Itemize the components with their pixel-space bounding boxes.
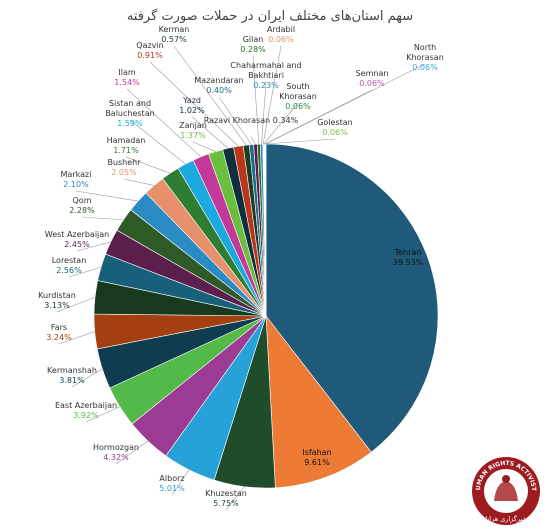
slice-label: South Khorasan <box>279 82 317 101</box>
slice-value-label: 0.06% <box>359 79 385 88</box>
slice-label: Sistan and Baluchestan <box>105 99 154 118</box>
slice-label: Kurdistan <box>38 291 76 300</box>
slice-label: West Azerbaijan <box>45 230 110 239</box>
slice-value-label: 0.06% <box>268 35 294 44</box>
leader-line <box>265 63 426 145</box>
slice-value-label: 0.40% <box>206 86 232 95</box>
leader-line <box>218 96 252 145</box>
slice-value-label: 39.53% <box>393 258 424 267</box>
slice-value-label: 3.81% <box>59 376 85 385</box>
slice-label: Hormozgan <box>93 443 139 452</box>
svg-text:خبرگزاری هرانا: خبرگزاری هرانا <box>486 515 527 523</box>
slice-label: Lorestan <box>52 256 87 265</box>
leader-line <box>58 331 95 345</box>
slice-value-label: 3.92% <box>73 411 99 420</box>
pie-slice-isfahan <box>265 315 372 489</box>
pie-slice-tehran <box>265 143 439 453</box>
slice-value-label: 9.61% <box>304 458 330 467</box>
slice-label: Semnan <box>356 69 389 78</box>
leader-line <box>262 45 282 145</box>
slice-value-label: 2.45% <box>64 240 90 249</box>
leader-line <box>71 368 103 388</box>
slice-value-label: 2.28% <box>69 206 95 215</box>
slice-label: Kerman <box>159 25 190 34</box>
slice-label: Kermanshah <box>47 366 97 375</box>
leader-lines <box>56 45 426 511</box>
leader-line <box>85 406 120 423</box>
leader-line <box>76 241 111 252</box>
slice-value-label: 2.10% <box>63 180 89 189</box>
slice-value-label: 2.56% <box>56 266 82 275</box>
slice-label: Ardabil <box>267 25 295 34</box>
pie-slices <box>93 143 439 489</box>
slice-value-label: 5.75% <box>213 499 239 508</box>
slice-value-label: 1.59% <box>117 119 143 128</box>
slice-label: Bushehr <box>107 158 141 167</box>
slice-value-label: 0.57% <box>161 35 187 44</box>
leader-line <box>173 45 247 146</box>
leader-line <box>263 102 299 145</box>
slice-label: Mazandaran <box>194 76 243 85</box>
leader-line <box>250 136 256 145</box>
leader-line <box>252 55 260 145</box>
leader-line <box>81 216 124 221</box>
leader-line <box>129 119 186 165</box>
slice-label: Ilam <box>118 68 135 77</box>
hrana-logo: HUMAN RIGHTS ACTIVISTS خبرگزاری هرانا <box>470 455 540 525</box>
slice-value-label: 1.54% <box>114 78 140 87</box>
slice-label: Khuzestan <box>205 489 247 498</box>
slice-label: Gilan <box>243 35 264 44</box>
slice-value-label: 3.24% <box>46 333 72 342</box>
slice-label: Qom <box>73 196 92 205</box>
slice-label: Qazvin <box>136 41 163 50</box>
leader-line <box>264 89 373 145</box>
slice-label: Yazd <box>182 96 201 105</box>
slice-value-label: 1.71% <box>113 146 139 155</box>
slice-label: Zanjan <box>179 121 207 130</box>
slice-value-label: 0.06% <box>285 102 311 111</box>
leader-line <box>75 190 139 202</box>
slice-label: East Azerbaijan <box>55 401 117 410</box>
leader-line <box>123 178 155 186</box>
leader-line <box>225 486 245 511</box>
slice-label: Tehran <box>394 248 422 257</box>
leader-line <box>191 116 229 149</box>
slice-value-label: 0.06% <box>412 63 438 72</box>
slice-value-label: 1.02% <box>179 106 205 115</box>
leader-line <box>68 266 102 278</box>
leader-line <box>126 88 201 158</box>
slice-label: Markazi <box>61 170 92 179</box>
slice-value-label: 1.37% <box>180 131 206 140</box>
slice-label: Alborz <box>159 474 184 483</box>
chart-title: سهم استان‌های مختلف ایران در حملات صورت … <box>127 8 413 24</box>
leader-line <box>115 440 149 465</box>
slice-label: Chaharmahal and Bakhtiari <box>230 61 301 80</box>
leader-line <box>261 81 267 145</box>
slice-value-label: 0.23% <box>253 81 279 90</box>
slice-value-label: 0.06% <box>322 128 348 137</box>
slice-value-label: 4.32% <box>103 453 129 462</box>
slice-label: Fars <box>51 323 67 332</box>
slice-label: Razavi Khorasan 0.34% <box>204 116 299 125</box>
slice-value-label: 0.91% <box>137 51 163 60</box>
slice-value-label: 2.05% <box>111 168 137 177</box>
leader-line <box>149 61 239 147</box>
slice-value-label: 0.28% <box>240 45 266 54</box>
slice-value-label: 3.13% <box>44 301 70 310</box>
leader-line <box>264 138 336 145</box>
leader-line <box>125 156 171 174</box>
leader-line <box>192 141 216 152</box>
slice-label: Hamadan <box>107 136 146 145</box>
leader-line <box>171 469 190 496</box>
slice-label: Isfahan <box>302 448 331 457</box>
slice-label: Golestan <box>317 118 353 127</box>
slice-label: North Khorasan <box>406 43 444 62</box>
slice-value-label: 5.01% <box>159 484 185 493</box>
leader-line <box>56 296 96 313</box>
